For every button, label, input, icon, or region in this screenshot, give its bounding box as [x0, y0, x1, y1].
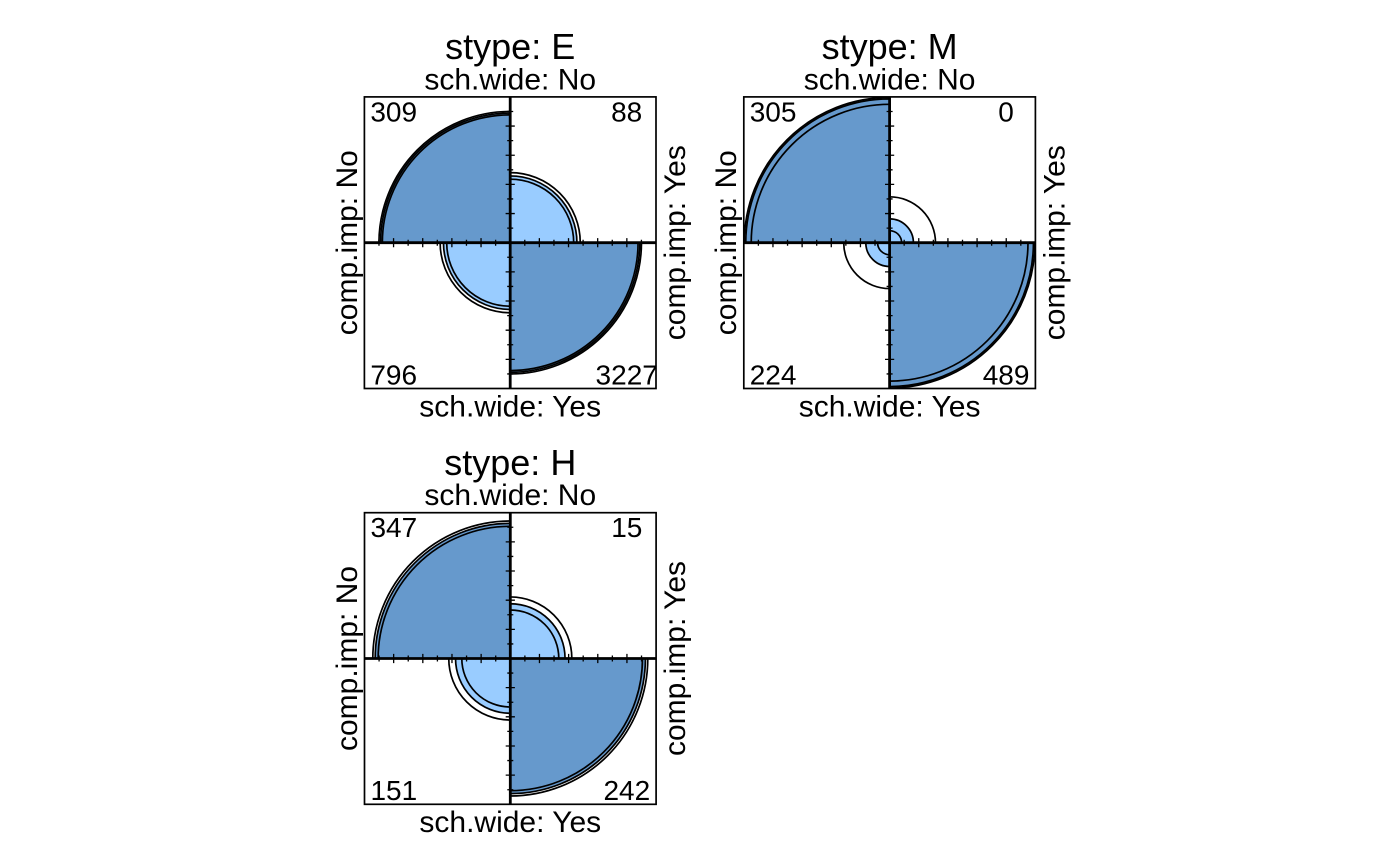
svg-text:comp.imp: Yes: comp.imp: Yes: [659, 145, 692, 340]
svg-text:224: 224: [750, 359, 797, 390]
svg-text:sch.wide: Yes: sch.wide: Yes: [799, 390, 981, 423]
svg-text:stype: H: stype: H: [444, 442, 576, 483]
svg-text:stype: M: stype: M: [822, 26, 958, 67]
svg-text:3227: 3227: [596, 359, 658, 390]
svg-text:15: 15: [611, 512, 642, 543]
svg-text:sch.wide: Yes: sch.wide: Yes: [419, 806, 601, 839]
svg-text:0: 0: [998, 96, 1014, 127]
svg-text:comp.imp: Yes: comp.imp: Yes: [659, 561, 692, 756]
svg-text:242: 242: [603, 775, 650, 806]
svg-text:sch.wide: No: sch.wide: No: [424, 479, 596, 512]
svg-text:489: 489: [983, 359, 1030, 390]
svg-text:sch.wide: No: sch.wide: No: [804, 63, 976, 96]
svg-text:796: 796: [370, 359, 417, 390]
svg-text:88: 88: [611, 96, 642, 127]
svg-text:sch.wide: No: sch.wide: No: [424, 63, 596, 96]
svg-text:stype: E: stype: E: [445, 26, 575, 67]
svg-text:347: 347: [370, 512, 417, 543]
svg-text:151: 151: [370, 775, 417, 806]
svg-text:comp.imp: No: comp.imp: No: [331, 566, 364, 751]
svg-text:sch.wide: Yes: sch.wide: Yes: [419, 390, 601, 423]
svg-text:comp.imp: Yes: comp.imp: Yes: [1038, 145, 1071, 340]
svg-text:comp.imp: No: comp.imp: No: [710, 150, 743, 335]
svg-text:309: 309: [370, 96, 417, 127]
svg-text:305: 305: [750, 96, 797, 127]
svg-text:comp.imp: No: comp.imp: No: [331, 150, 364, 335]
